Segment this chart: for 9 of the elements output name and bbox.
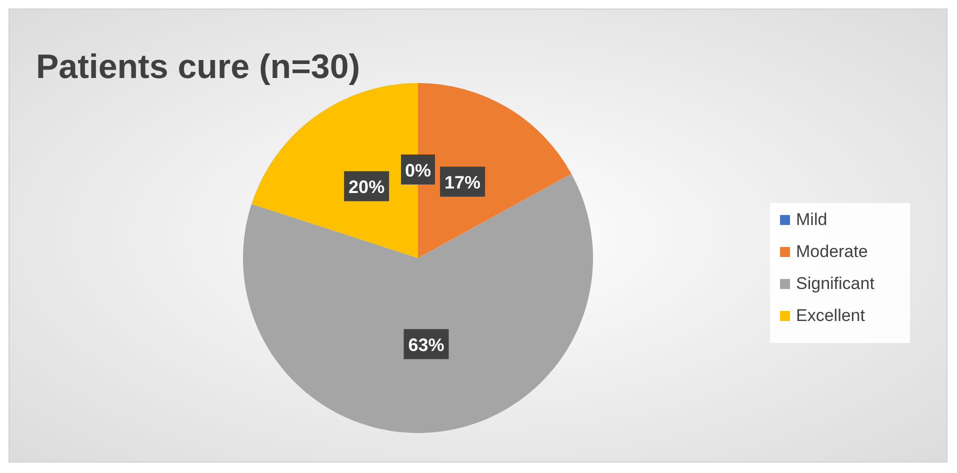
data-label: 17%: [444, 172, 481, 193]
chart-title: Patients cure (n=30): [36, 48, 360, 86]
legend-label: Moderate: [796, 242, 868, 261]
text: 0%: [404, 160, 432, 180]
legend-label: Significant: [796, 274, 875, 293]
legend-label: Excellent: [796, 306, 866, 325]
data-label: 63%: [408, 335, 444, 356]
data-label: 20%: [348, 177, 385, 198]
legend-label: Mild: [796, 210, 828, 229]
